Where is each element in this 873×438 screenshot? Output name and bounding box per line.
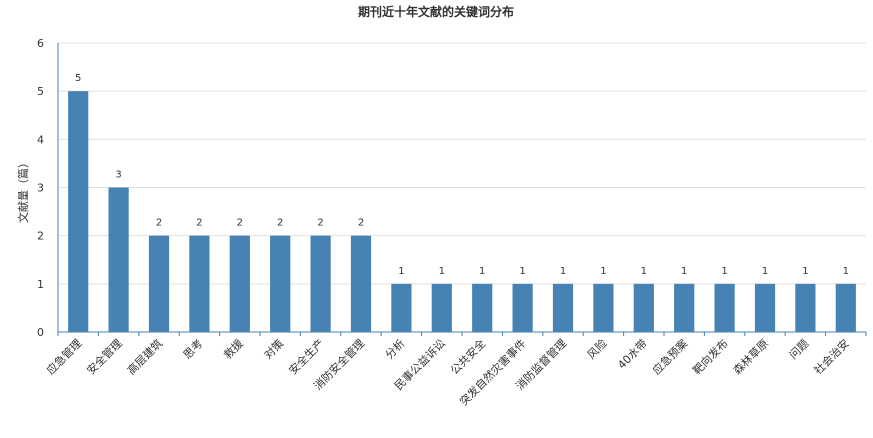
bar[interactable] <box>795 283 816 332</box>
data-label: 1 <box>802 266 808 277</box>
y-tick-label: 3 <box>37 182 44 195</box>
bar[interactable] <box>68 91 89 333</box>
data-label: 1 <box>681 266 687 277</box>
x-tick-label: 分析 <box>382 336 407 361</box>
y-tick-label: 4 <box>37 133 44 146</box>
x-tick-label: 突发自然灾害事件 <box>457 336 529 408</box>
data-label: 3 <box>115 170 121 181</box>
bars <box>68 91 856 333</box>
x-tick-label: 安全管理 <box>84 336 125 377</box>
bar[interactable] <box>472 283 493 332</box>
x-tick-label: 救援 <box>220 336 245 361</box>
x-tick-label: 思考 <box>181 337 206 362</box>
data-label: 1 <box>439 266 445 277</box>
bar[interactable] <box>512 283 533 332</box>
data-label: 2 <box>358 218 364 229</box>
bar[interactable] <box>391 283 412 332</box>
data-label: 1 <box>721 266 727 277</box>
bar[interactable] <box>189 235 210 332</box>
x-tick-label: 问题 <box>787 337 812 362</box>
data-label: 1 <box>843 266 849 277</box>
data-label: 1 <box>479 266 485 277</box>
y-tick-label: 1 <box>37 278 44 291</box>
bar[interactable] <box>229 235 250 332</box>
x-tick-label: 应急管理 <box>43 336 84 377</box>
y-tick-label: 0 <box>37 326 44 339</box>
y-tick-label: 6 <box>37 37 44 50</box>
data-label: 2 <box>237 218 243 229</box>
bar[interactable] <box>835 283 856 332</box>
x-tick-label: 森林草原 <box>730 336 771 377</box>
bar[interactable] <box>552 283 574 332</box>
x-tick-label: 高层建筑 <box>124 336 165 377</box>
gridlines <box>58 42 866 285</box>
data-label: 1 <box>398 266 404 277</box>
data-label: 2 <box>156 218 162 229</box>
x-tick-label: 公共安全 <box>447 336 488 377</box>
bar[interactable] <box>754 283 776 332</box>
bar[interactable] <box>714 283 735 332</box>
data-label: 2 <box>277 218 283 229</box>
data-label: 1 <box>600 266 606 277</box>
data-label: 5 <box>75 73 81 84</box>
chart-title: 期刊近十年文献的关键词分布 <box>358 4 514 19</box>
bar[interactable] <box>674 283 695 332</box>
x-tick-label: 安全生产 <box>286 336 327 377</box>
bar[interactable] <box>108 187 129 333</box>
bar[interactable] <box>350 235 372 332</box>
y-tick-label: 5 <box>37 85 44 98</box>
bar[interactable] <box>148 235 170 332</box>
data-label: 1 <box>519 266 525 277</box>
x-tick-label: 风险 <box>584 336 609 361</box>
x-tick-label: 应急预案 <box>649 336 690 377</box>
x-tick-label: 40水带 <box>615 337 650 372</box>
data-label: 1 <box>560 266 566 277</box>
data-label: 2 <box>317 218 323 229</box>
data-label: 2 <box>196 218 202 229</box>
data-label: 1 <box>641 266 647 277</box>
y-tick-label: 2 <box>37 230 44 243</box>
data-labels: 5 3 2 2 2 2 2 2 1 1 1 1 1 1 1 1 1 1 1 1 <box>75 73 849 277</box>
bar[interactable] <box>431 283 452 332</box>
x-tick-label: 社会治安 <box>811 336 852 377</box>
bar[interactable] <box>593 283 614 332</box>
bar[interactable] <box>633 283 654 332</box>
bar[interactable] <box>310 235 331 332</box>
y-axis-label: 文献量（篇） <box>16 157 30 223</box>
x-tick-label: 靶向发布 <box>690 336 731 377</box>
x-tick-label: 对策 <box>261 336 286 361</box>
data-label: 1 <box>762 266 768 277</box>
bar[interactable] <box>270 235 291 332</box>
